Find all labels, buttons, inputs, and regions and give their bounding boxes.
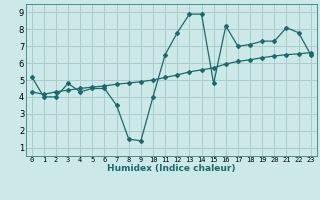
X-axis label: Humidex (Indice chaleur): Humidex (Indice chaleur)	[107, 164, 236, 173]
